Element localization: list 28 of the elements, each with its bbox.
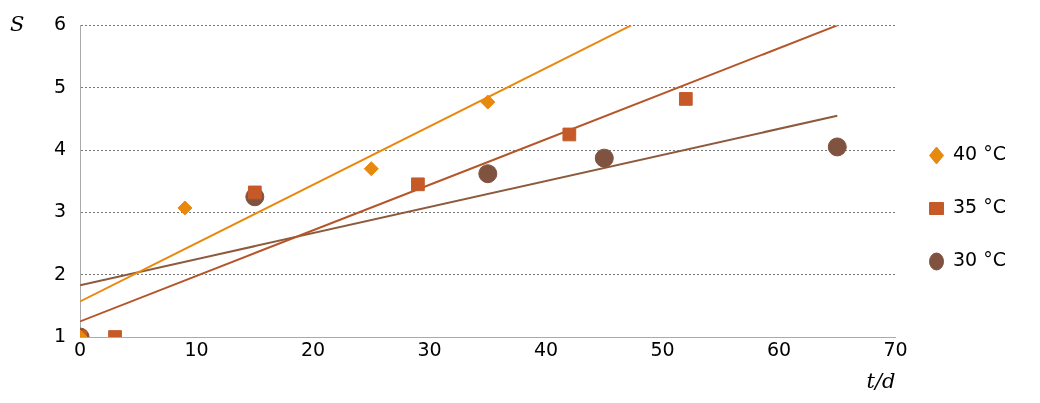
point (562, 127, 577, 142)
x-tick-label: 10 (184, 338, 209, 361)
x-tick-label: 0 (74, 338, 87, 361)
point (594, 148, 614, 168)
point (827, 137, 847, 157)
x-tick-label: 30 (417, 338, 442, 361)
legend-label: 40 °C (953, 142, 1006, 165)
y-tick-label: 3 (53, 199, 67, 222)
y-tick-label: 5 (53, 74, 67, 97)
point (363, 161, 379, 177)
x-tick-label: 60 (766, 338, 792, 361)
point (478, 164, 498, 184)
point (480, 94, 496, 110)
point (411, 177, 425, 192)
x-tick-label: 70 (883, 338, 908, 361)
x-tick-label: 20 (300, 338, 326, 361)
legend-label: 30 °C (953, 248, 1006, 271)
y-tick-label: 6 (53, 12, 67, 35)
y-axis-title: S (10, 11, 25, 36)
point (678, 92, 693, 106)
y-tick-label: 2 (53, 261, 67, 284)
point (177, 200, 193, 216)
y-tick-label: 4 (53, 136, 67, 159)
x-tick-label: 40 (533, 338, 559, 361)
y-tick-label: 1 (53, 323, 67, 346)
legend-label: 35 °C (953, 195, 1006, 218)
x-axis-title: t/d (866, 368, 896, 393)
x-tick-label: 50 (650, 338, 675, 361)
